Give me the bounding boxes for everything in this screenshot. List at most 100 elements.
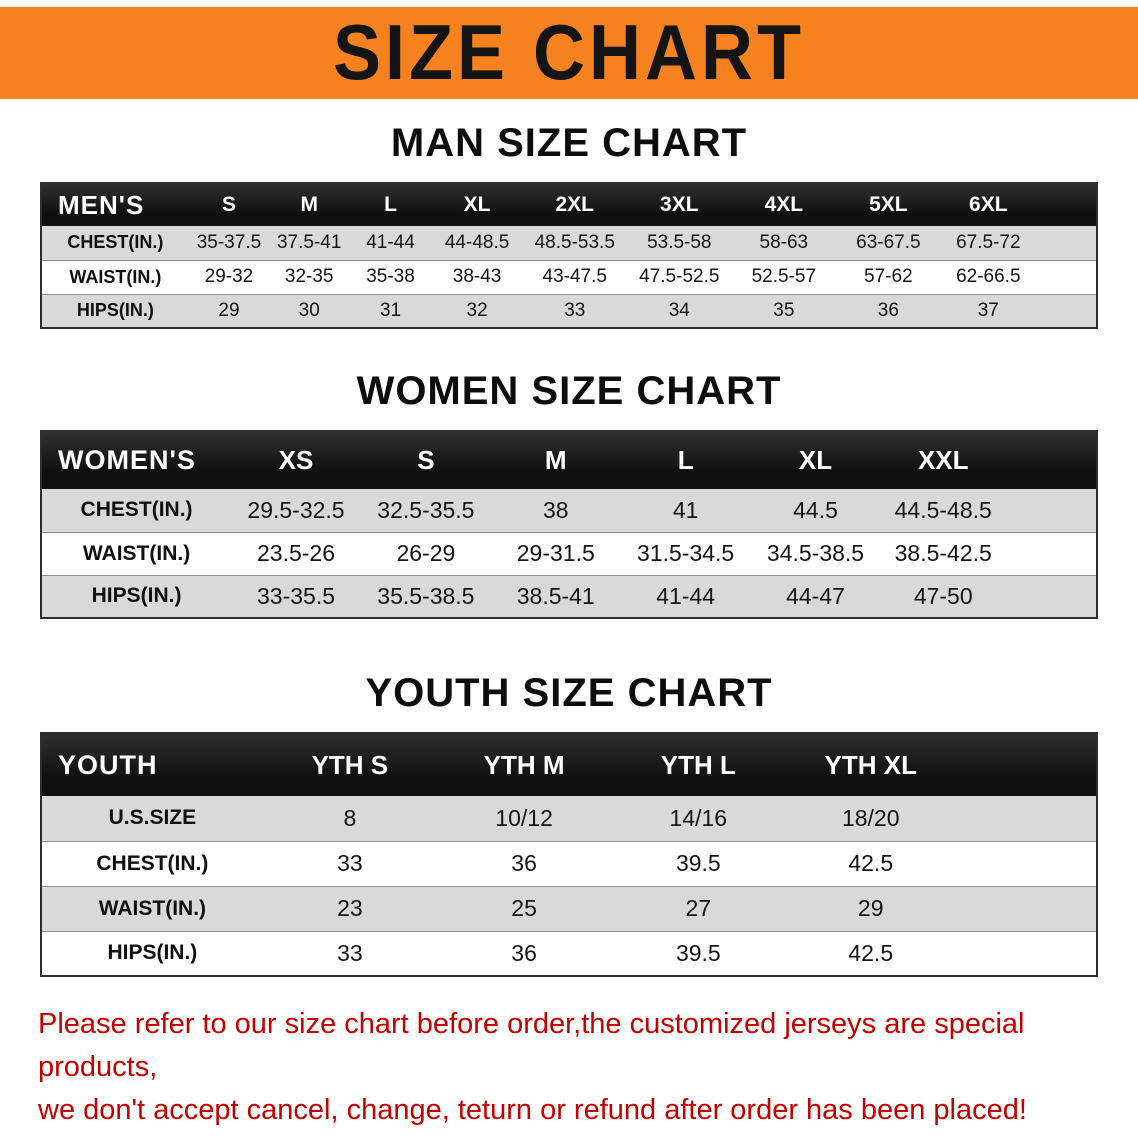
youth-table-head: YOUTH YTH S YTH M YTH L YTH XL xyxy=(41,733,1097,796)
size-value: 58-63 xyxy=(759,231,809,253)
size-value: 37 xyxy=(977,299,999,321)
row-label: WAIST(IN.) xyxy=(69,266,162,287)
table-row: WAIST(IN.) 23.5-26 26-29 29-31.5 31.5-34.5 34… xyxy=(41,532,1097,575)
size-value: 57-62 xyxy=(864,266,913,287)
table-row: CHEST(IN.) 35-37.5 37.5-41 41-44 44-48.5 48.5… xyxy=(41,226,1097,260)
size-value: 47-50 xyxy=(913,582,973,609)
row-label: HIPS(IN.) xyxy=(91,584,182,608)
men-section-heading: MAN SIZE CHART xyxy=(390,121,748,165)
size-value: 38.5-41 xyxy=(516,582,595,609)
table-row: HIPS(IN.) 33-35.5 35.5-38.5 38.5-41 41-44 44-… xyxy=(41,575,1097,618)
disclaimer-line-1: Please refer to our size chart before or… xyxy=(38,1008,1025,1083)
row-label: WAIST(IN.) xyxy=(98,896,207,920)
size-value: 42.5 xyxy=(848,939,894,966)
size-column-header: YTH S xyxy=(262,733,437,796)
size-value: 29.5-32.5 xyxy=(247,496,345,523)
table-corner-label: WOMEN'S xyxy=(41,431,232,489)
size-value: 10/12 xyxy=(495,804,553,831)
size-value: 29 xyxy=(218,299,240,321)
youth-size-section: YOUTH SIZE CHART YOUTH YTH S YTH M YTH L YTH… xyxy=(0,671,1138,977)
size-value: 8 xyxy=(343,804,357,831)
size-value: 23.5-26 xyxy=(257,540,336,566)
row-label: CHEST(IN.) xyxy=(67,232,164,253)
size-value: 18/20 xyxy=(841,804,900,831)
size-column-header: S xyxy=(360,431,491,489)
women-table-body: CHEST(IN.) 29.5-32.5 32.5-35.5 38 41 44.5 44.5… xyxy=(41,489,1097,618)
size-value: 47.5-52.5 xyxy=(639,266,720,287)
size-column-header: 5XL xyxy=(836,183,941,226)
size-column-header: M xyxy=(490,431,621,489)
size-value: 44-48.5 xyxy=(444,231,510,253)
size-column-header: YTH L xyxy=(611,733,786,796)
row-label: HIPS(IN.) xyxy=(107,941,198,965)
size-value: 52.5-57 xyxy=(751,266,817,287)
size-column-header: YTH XL xyxy=(785,733,1097,796)
size-value: 29 xyxy=(857,895,884,921)
page-title: SIZE CHART xyxy=(333,9,805,97)
size-value: 23 xyxy=(337,895,363,921)
size-value: 35-38 xyxy=(366,266,415,287)
size-value: 33-35.5 xyxy=(257,582,336,609)
size-value: 41-44 xyxy=(656,582,716,609)
size-value: 30 xyxy=(298,299,320,321)
men-size-table: MEN'S S M L XL 2XL 3XL 4XL 5XL 6XL CHEST(IN.) 35-3… xyxy=(40,182,1098,329)
row-label: CHEST(IN.) xyxy=(80,498,193,522)
size-value: 32 xyxy=(466,299,488,321)
size-value: 33 xyxy=(337,850,363,876)
size-value: 42.5 xyxy=(848,850,894,876)
size-value: 39.5 xyxy=(675,850,721,876)
size-column-header: 6XL xyxy=(940,183,1097,226)
size-value: 38 xyxy=(542,496,569,523)
size-value: 35-37.5 xyxy=(196,231,262,253)
size-value: 35 xyxy=(773,299,795,321)
size-value: 36 xyxy=(511,939,537,966)
table-row: WAIST(IN.) 23 25 27 29 xyxy=(41,886,1097,931)
table-header-row: YOUTH YTH S YTH M YTH L YTH XL xyxy=(41,733,1097,796)
size-value: 67.5-72 xyxy=(956,231,1021,253)
disclaimer: Please refer to our size chart before or… xyxy=(38,1003,1100,1132)
men-size-section: MAN SIZE CHART MEN'S S M L XL 2XL 3XL 4XL 5XL 6XL… xyxy=(0,121,1138,329)
size-value: 44.5-48.5 xyxy=(894,496,992,523)
size-value: 31 xyxy=(379,299,402,321)
size-column-header: XL xyxy=(750,431,881,489)
table-corner-label: YOUTH xyxy=(41,733,263,796)
size-value: 29-32 xyxy=(204,266,254,287)
row-label: HIPS(IN.) xyxy=(76,300,154,321)
table-row: CHEST(IN.) 33 36 39.5 42.5 xyxy=(41,841,1097,886)
row-label: CHEST(IN.) xyxy=(96,851,209,875)
women-section-heading: WOMEN SIZE CHART xyxy=(356,369,782,413)
row-label: WAIST(IN.) xyxy=(82,541,191,565)
size-value: 29-31.5 xyxy=(516,540,595,566)
size-value: 36 xyxy=(877,299,899,321)
size-value: 36 xyxy=(511,850,537,876)
size-value: 33 xyxy=(337,939,363,966)
size-value: 27 xyxy=(685,895,712,921)
size-column-header: S xyxy=(188,183,270,226)
size-value: 35.5-38.5 xyxy=(377,582,475,609)
men-table-body: CHEST(IN.) 35-37.5 37.5-41 41-44 44-48.5 48.5… xyxy=(41,226,1097,328)
size-value: 37.5-41 xyxy=(276,231,342,253)
size-value: 41-44 xyxy=(366,231,415,253)
table-header-row: WOMEN'S XS S M L XL XXL xyxy=(41,431,1097,489)
size-value: 38.5-42.5 xyxy=(894,540,992,566)
size-column-header: XS xyxy=(231,431,361,489)
row-label: U.S.SIZE xyxy=(108,806,197,830)
size-value: 34.5-38.5 xyxy=(766,540,865,566)
women-size-table: WOMEN'S XS S M L XL XXL CHEST(IN.) 29.5-32.5 32.… xyxy=(40,430,1098,619)
size-column-header: 2XL xyxy=(522,183,628,226)
size-value: 32-35 xyxy=(284,266,334,287)
women-table-head: WOMEN'S XS S M L XL XXL xyxy=(41,431,1097,489)
size-value: 39.5 xyxy=(675,939,721,966)
table-row: CHEST(IN.) 29.5-32.5 32.5-35.5 38 41 44.5 44.5… xyxy=(41,489,1097,532)
size-value: 26-29 xyxy=(396,540,456,566)
size-value: 63-67.5 xyxy=(856,231,921,253)
size-value: 25 xyxy=(511,895,537,921)
size-value: 32.5-35.5 xyxy=(377,496,475,523)
youth-section-heading: YOUTH SIZE CHART xyxy=(365,671,773,715)
size-column-header: L xyxy=(349,183,432,226)
table-row: HIPS(IN.) 33 36 39.5 42.5 xyxy=(41,931,1097,976)
men-table-head: MEN'S S M L XL 2XL 3XL 4XL 5XL 6XL xyxy=(41,183,1097,226)
size-value: 34 xyxy=(668,299,690,321)
title-banner: SIZE CHART xyxy=(0,7,1138,99)
size-value: 44.5 xyxy=(793,496,838,523)
